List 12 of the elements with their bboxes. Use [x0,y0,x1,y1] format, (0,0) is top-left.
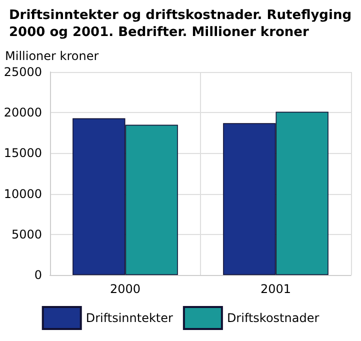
y-tick-label: 0 [34,268,42,282]
y-tick-label: 10000 [4,186,42,201]
y-tick-label: 15000 [4,146,42,160]
legend-label: Driftsinntekter [86,311,174,325]
x-tick-label: 2000 [110,282,141,296]
y-tick-label: 25000 [4,65,42,79]
y-tick-label: 20000 [4,106,42,120]
x-tick-label: 2001 [260,282,292,296]
chart-title: Driftsinntekter og driftskostnader. Ruteflyging 2000 og 2001. Bedrifter. Millioner kroner [9,8,356,40]
y-tick-label: 5000 [11,227,42,242]
y-axis-title: Millioner kroner [5,49,99,63]
legend-label: Driftskostnader [226,311,320,325]
